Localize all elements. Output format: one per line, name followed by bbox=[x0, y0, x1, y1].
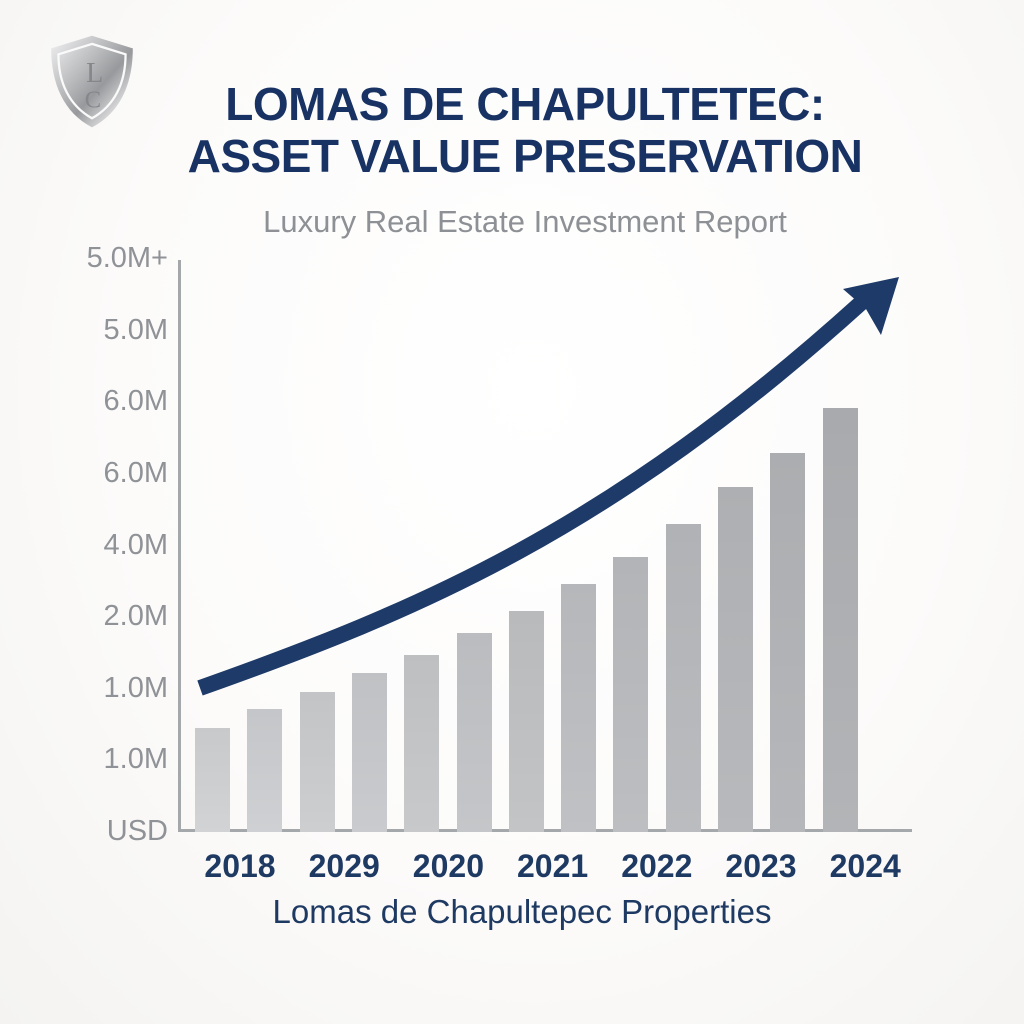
x-tick-label: 2023 bbox=[725, 848, 797, 884]
x-tick-label: 2020 bbox=[412, 848, 484, 884]
bar bbox=[299, 692, 335, 832]
monogram-letter-c: C bbox=[85, 86, 101, 113]
x-axis-line bbox=[178, 829, 912, 832]
x-tick-label: 2024 bbox=[829, 848, 901, 884]
y-tick-label: 1.0M bbox=[103, 743, 168, 776]
x-tick-label: 2018 bbox=[204, 848, 276, 884]
y-tick-label: 1.0M bbox=[103, 671, 168, 704]
lc-shield-logo: L C bbox=[51, 35, 133, 128]
bar bbox=[613, 557, 649, 832]
x-tick-label: 2029 bbox=[308, 848, 380, 884]
shield-shape bbox=[51, 35, 133, 128]
plot-area bbox=[178, 260, 912, 832]
shield-inner-outline bbox=[57, 42, 127, 120]
report-header: LOMAS DE CHAPULTETEC: ASSET VALUE PRESER… bbox=[0, 78, 1024, 240]
report-subtitle: Luxury Real Estate Investment Report bbox=[263, 204, 787, 239]
bar bbox=[561, 584, 597, 832]
bar bbox=[508, 611, 544, 832]
y-tick-label: 5.0M bbox=[103, 313, 168, 346]
y-tick-label: USD bbox=[106, 814, 168, 847]
y-tick-label: 4.0M bbox=[103, 528, 168, 561]
y-tick-label: 6.0M bbox=[103, 385, 168, 418]
report-title-line1: LOMAS DE CHAPULTETEC: bbox=[225, 78, 825, 130]
bar bbox=[665, 524, 701, 832]
bar bbox=[770, 453, 806, 832]
monogram-letter-l: L bbox=[86, 58, 103, 89]
report-title-line2: ASSET VALUE PRESERVATION bbox=[187, 130, 863, 182]
bar bbox=[822, 408, 858, 832]
x-tick-label: 2022 bbox=[621, 848, 693, 884]
chart-caption: Lomas de Chapultepec Properties bbox=[272, 893, 772, 930]
bar bbox=[718, 487, 753, 832]
bar bbox=[404, 655, 440, 832]
bar bbox=[351, 673, 387, 832]
bar bbox=[247, 709, 283, 832]
y-tick-label: 5.0M+ bbox=[86, 241, 168, 274]
y-axis-line bbox=[178, 260, 181, 832]
y-tick-label: 6.0M bbox=[103, 456, 168, 489]
bar bbox=[195, 728, 230, 832]
y-axis-tick-labels: 5.0M+ 5.0M 6.0M 6.0M 4.0M 2.0M 1.0M 1.0M USD bbox=[0, 242, 168, 847]
y-tick-label: 2.0M bbox=[103, 599, 168, 632]
x-tick-label: 2021 bbox=[517, 848, 589, 884]
bar bbox=[456, 633, 492, 832]
